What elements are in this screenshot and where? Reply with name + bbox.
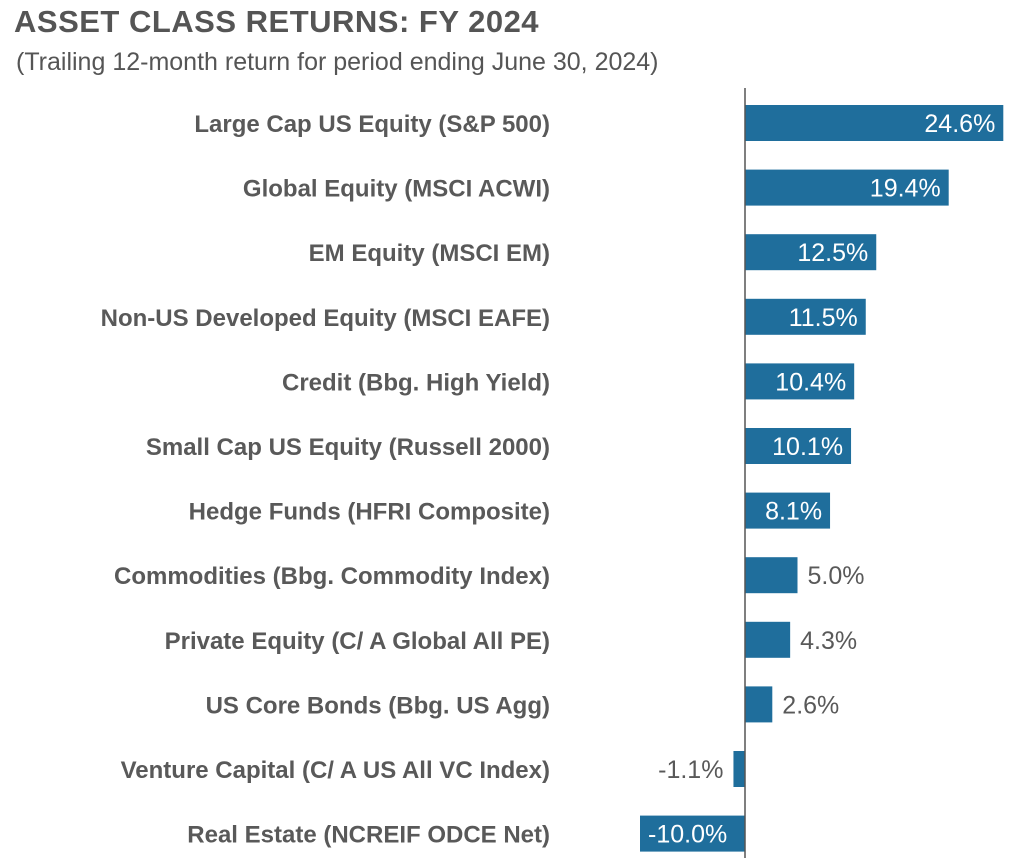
value-label: 12.5% [797, 239, 868, 267]
bar [745, 363, 855, 400]
bar [745, 557, 798, 594]
category-label: Large Cap US Equity (S&P 500) [194, 111, 550, 138]
value-label: 5.0% [808, 562, 865, 590]
category-label: Private Equity (C/ A Global All PE) [165, 628, 550, 655]
value-label: 24.6% [924, 110, 995, 138]
category-label: EM Equity (MSCI EM) [309, 240, 550, 267]
value-label: 11.5% [789, 304, 858, 332]
value-label: 19.4% [870, 175, 941, 203]
bar [745, 492, 831, 529]
bar [733, 751, 745, 787]
category-label: Real Estate (NCREIF ODCE Net) [187, 822, 550, 849]
value-label: 4.3% [800, 627, 857, 655]
category-label: Credit (Bbg. High Yield) [282, 369, 550, 396]
category-label: Hedge Funds (HFRI Composite) [189, 499, 550, 526]
category-label: Small Cap US Equity (Russell 2000) [146, 434, 550, 461]
bar [640, 815, 745, 852]
bar [745, 428, 852, 464]
bar [745, 234, 877, 271]
chart-title: ASSET CLASS RETURNS: FY 2024 [14, 4, 540, 39]
value-label: -10.0% [648, 821, 727, 849]
category-label: Global Equity (MSCI ACWI) [243, 176, 550, 203]
bar [745, 105, 1004, 141]
category-label: US Core Bonds (Bbg. US Agg) [206, 692, 550, 719]
bar [745, 298, 866, 335]
bar [745, 621, 791, 658]
value-label: 2.6% [782, 691, 839, 719]
bar [745, 686, 773, 723]
value-label: 8.1% [765, 498, 822, 526]
value-label: 10.4% [775, 368, 846, 396]
bar [745, 169, 949, 206]
category-label: Commodities (Bbg. Commodity Index) [114, 563, 550, 590]
category-label: Non-US Developed Equity (MSCI EAFE) [101, 305, 550, 332]
value-label: -1.1% [658, 756, 723, 784]
chart-subtitle: (Trailing 12-month return for period end… [16, 48, 659, 76]
value-label: 10.1% [772, 433, 843, 461]
category-label: Venture Capital (C/ A US All VC Index) [121, 757, 550, 784]
